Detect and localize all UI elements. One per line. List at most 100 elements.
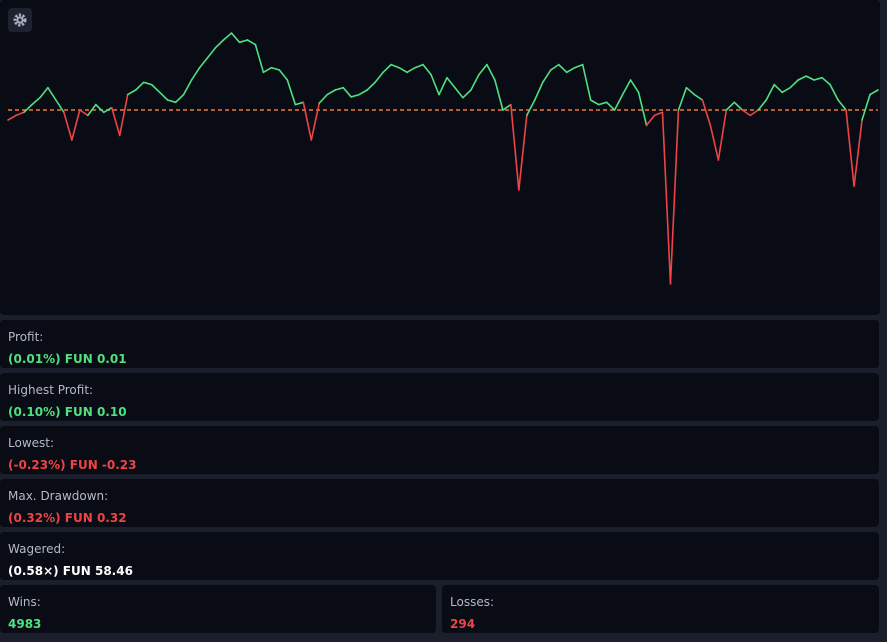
- profit-segment: [398, 66, 408, 74]
- stat-value: (0.01%) FUN 0.01: [8, 352, 127, 366]
- profit-segment: [813, 76, 823, 81]
- profit-segment: [565, 66, 576, 74]
- profit-segment: [270, 66, 281, 71]
- profit-segment: [63, 111, 73, 141]
- stat-label: Lowest:: [8, 436, 55, 450]
- profit-segment: [174, 93, 185, 104]
- profit-segment: [845, 109, 855, 187]
- profit-segment: [637, 91, 648, 127]
- profit-segment: [757, 99, 768, 111]
- profit-segment: [190, 66, 201, 81]
- profit-segment: [79, 109, 89, 117]
- profit-segment: [334, 86, 345, 91]
- profit-segment: [23, 103, 33, 114]
- profit-segment: [717, 109, 728, 161]
- stat-panel: Profit: (0.01%) FUN 0.01: [0, 320, 879, 368]
- wins-label: Wins:: [8, 595, 41, 609]
- profit-segment: [805, 75, 815, 81]
- profit-segment: [629, 79, 640, 94]
- stat-label: Max. Drawdown:: [8, 489, 109, 503]
- profit-segment: [701, 99, 712, 127]
- profit-segment: [781, 86, 792, 94]
- profit-segment: [286, 79, 297, 106]
- profit-segment: [246, 39, 257, 46]
- profit-segment: [765, 83, 776, 101]
- wins-panel: Wins: 4983: [0, 585, 436, 633]
- stat-value: (-0.23%) FUN -0.23: [8, 458, 137, 472]
- profit-segment: [118, 93, 129, 137]
- losses-panel: Losses: 294: [442, 585, 879, 633]
- profit-segment: [414, 63, 424, 69]
- profit-segment: [382, 63, 392, 74]
- profit-segment: [454, 86, 464, 99]
- profit-segment: [198, 56, 209, 69]
- profit-segment: [94, 103, 105, 114]
- profit-segment: [518, 114, 528, 191]
- profit-segment: [358, 89, 368, 96]
- profit-segment: [438, 76, 448, 96]
- profit-segment: [621, 79, 632, 96]
- stat-value: (0.32%) FUN 0.32: [8, 511, 127, 525]
- stat-value: (0.10%) FUN 0.10: [8, 405, 127, 419]
- profit-segment: [837, 99, 847, 111]
- profit-segment: [733, 101, 744, 111]
- profit-segment: [55, 99, 65, 114]
- profit-segment: [773, 83, 784, 94]
- profit-segment: [7, 114, 17, 121]
- profit-segment: [502, 103, 512, 111]
- losses-label: Losses:: [450, 595, 494, 609]
- profit-segment: [102, 106, 113, 114]
- stat-panel: Highest Profit: (0.10%) FUN 0.10: [0, 373, 879, 421]
- profit-segment: [653, 111, 664, 117]
- profit-segment: [390, 63, 400, 69]
- profit-segment: [310, 102, 321, 141]
- settings-button[interactable]: [8, 8, 32, 32]
- profit-segment: [605, 101, 616, 111]
- profit-segment: [87, 103, 97, 117]
- profit-segment: [661, 111, 672, 285]
- profit-segment: [142, 81, 153, 86]
- profit-segment: [182, 79, 193, 96]
- profit-segment: [462, 89, 472, 99]
- profit-segment: [533, 81, 544, 101]
- profit-segment: [470, 73, 480, 91]
- profit-segment: [430, 73, 440, 96]
- profit-segment: [134, 81, 145, 91]
- stat-label: Profit:: [8, 330, 44, 344]
- profit-segment: [494, 79, 504, 111]
- profit-segment: [693, 93, 704, 101]
- profit-segment: [15, 111, 25, 117]
- profit-segment: [238, 39, 249, 44]
- stat-label: Highest Profit:: [8, 383, 94, 397]
- profit-segment: [39, 86, 49, 99]
- profit-segment: [510, 103, 520, 191]
- profit-segment: [613, 93, 624, 111]
- profit-segment: [446, 76, 456, 89]
- profit-segment: [158, 91, 169, 101]
- stat-panel: Wagered: (0.58×) FUN 58.46: [0, 532, 879, 580]
- profit-segment: [797, 75, 807, 81]
- profit-segment: [47, 86, 57, 101]
- profit-segment: [342, 86, 353, 98]
- profit-segment: [318, 93, 329, 104]
- profit-segment: [222, 32, 233, 41]
- profit-segment: [478, 63, 488, 76]
- profit-segment: [230, 32, 241, 44]
- profit-segment: [126, 89, 137, 96]
- profit-segment: [869, 89, 879, 96]
- profit-segment: [821, 76, 831, 86]
- wins-value: 4983: [8, 617, 42, 631]
- profit-segment: [549, 63, 560, 71]
- profit-segment: [829, 83, 839, 101]
- stat-value: (0.58×) FUN 58.46: [8, 564, 133, 578]
- profit-segment: [422, 63, 432, 76]
- profit-segment: [685, 86, 696, 96]
- profit-segment: [374, 71, 384, 84]
- profit-segment: [861, 93, 871, 121]
- profit-segment: [71, 109, 81, 141]
- gear-icon: [13, 13, 27, 27]
- profit-segment: [150, 83, 161, 94]
- profit-segment: [725, 101, 736, 111]
- profit-segment: [853, 119, 863, 187]
- profit-segment: [789, 79, 799, 89]
